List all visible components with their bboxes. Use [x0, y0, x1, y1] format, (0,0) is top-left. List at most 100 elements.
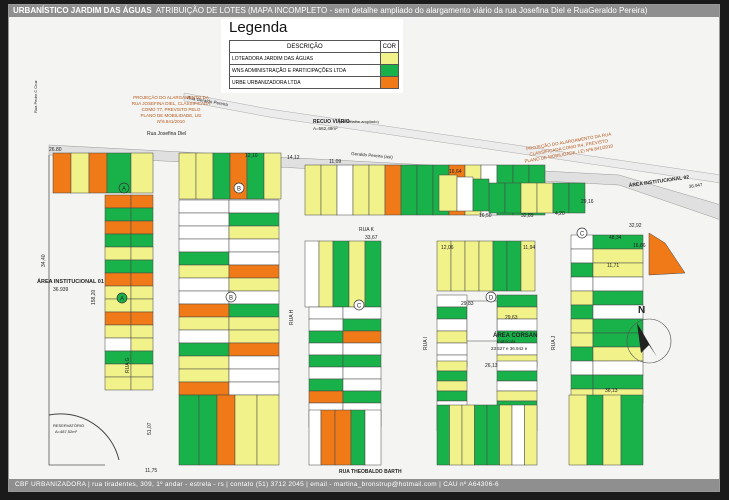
lot-parcel	[352, 164, 370, 216]
lot-parcel	[342, 390, 382, 404]
lot-parcel	[178, 251, 230, 266]
lot-parcel	[228, 329, 280, 344]
lot-parcel	[178, 381, 230, 396]
lot-parcel	[104, 246, 132, 261]
lot-parcel	[130, 220, 154, 235]
lot-parcel	[342, 318, 382, 332]
lot-parcel	[130, 285, 154, 300]
dimension-d21: 32,92	[629, 223, 642, 229]
lot-parcel	[318, 240, 334, 308]
street-rua-theobaldo: RUA THEOBALDO BARTH	[339, 469, 402, 475]
lot-parcel	[178, 394, 200, 466]
block-marker-c	[353, 299, 365, 311]
lot-parcel	[332, 240, 350, 308]
lot-parcel	[492, 240, 508, 292]
legend-swatch-orange	[379, 76, 400, 89]
lot-parcel	[436, 370, 468, 382]
dimension-d5: 16,64	[449, 169, 462, 175]
lot-parcel	[178, 225, 230, 240]
lot-parcel	[586, 394, 604, 466]
lot-parcel	[228, 238, 280, 253]
lot-parcel	[620, 394, 644, 466]
legend-item-label: LOTEADORA JARDIM DAS ÁGUAS	[229, 52, 381, 65]
lot-parcel	[342, 342, 382, 356]
lot-parcel	[472, 178, 490, 212]
legend-table: DESCRIÇÃO COR LOTEADORA JARDIM DAS ÁGUAS …	[229, 40, 400, 89]
lot-parcel	[568, 394, 588, 466]
lot-parcel	[234, 394, 258, 466]
lot-parcel	[592, 290, 644, 306]
lot-parcel	[178, 238, 230, 253]
reservoir-arc	[48, 413, 120, 461]
lot-parcel	[308, 342, 344, 356]
lot-parcel	[130, 233, 154, 248]
lot-parcel	[436, 318, 468, 332]
lot-parcel	[350, 409, 366, 466]
block-label-a: A	[120, 296, 124, 302]
area-institutional-02-val: 36.947	[688, 182, 703, 189]
street-rua-h: RUA H	[289, 309, 295, 325]
block-marker-b	[225, 291, 237, 303]
lot-parcel	[212, 152, 231, 200]
lot-parcel	[536, 182, 554, 214]
lot-parcel	[570, 360, 594, 376]
lot-parcel	[520, 240, 536, 292]
lot-parcel	[464, 240, 480, 292]
lot-parcel	[342, 378, 382, 392]
street-rua-g: RUA G	[125, 357, 131, 373]
lot-parcel	[436, 342, 468, 356]
lot-parcel	[228, 199, 280, 214]
block-label-b: B	[229, 295, 233, 301]
lot-parcel	[228, 277, 280, 292]
lot-parcel	[496, 360, 538, 372]
compass-arrow	[637, 323, 657, 357]
dimension-d23: 29,83	[461, 301, 474, 307]
lot-parcel	[104, 337, 132, 352]
lot-parcel	[104, 376, 132, 391]
dimension-d3: 14,12	[287, 155, 300, 161]
lot-parcel	[308, 306, 344, 320]
lot-parcel	[308, 318, 344, 332]
dimension-d22: 11,71	[607, 263, 619, 269]
area-corsan: ÁREA CORSAN	[493, 332, 537, 339]
lot-parcel	[524, 404, 538, 466]
dimension-d16: 158,20	[91, 289, 97, 305]
lot-parcel	[178, 368, 230, 383]
header-title: URBANÍSTICO JARDIM DAS ÁGUAS	[13, 6, 152, 15]
lot-parcel	[178, 303, 230, 318]
lot-parcel	[308, 366, 344, 380]
lot-parcel	[130, 194, 154, 209]
dimension-d2: 12,10	[245, 153, 258, 159]
lot-parcel	[592, 360, 644, 376]
lot-parcel	[52, 152, 72, 194]
street-rua-k: RUA K	[359, 227, 375, 233]
lot-parcel	[506, 240, 522, 292]
lot-parcel	[570, 332, 594, 348]
lot-parcel	[449, 404, 463, 466]
lot-parcel	[478, 240, 494, 292]
projection-note-left: Nº6.841/2010	[157, 119, 185, 124]
legend-col-color: COR	[379, 40, 400, 53]
lot-parcel	[130, 259, 154, 274]
map-sheet: URBANÍSTICO JARDIM DAS ÁGUAS ATRIBUIÇÃO …	[8, 4, 720, 492]
lot-parcel	[104, 259, 132, 274]
lot-parcel	[70, 152, 90, 194]
street-rua-i: RUA I	[423, 337, 429, 350]
lot-parcel	[348, 240, 366, 308]
dimension-d9: 48,34	[609, 235, 622, 241]
lot-parcel	[130, 337, 154, 352]
lot-parcel	[228, 264, 280, 279]
lot-parcel	[104, 272, 132, 287]
lot-parcel	[342, 354, 382, 368]
lot-parcel	[416, 164, 434, 216]
lot-parcel	[304, 164, 322, 216]
lot-parcel	[436, 380, 468, 392]
lot-parcel	[228, 225, 280, 240]
dimension-d20: 4,20	[555, 211, 565, 217]
lot-parcel	[178, 264, 230, 279]
area-reservoir-size: A=487,52m²	[55, 429, 78, 434]
dimension-d12: 11,94	[523, 245, 535, 251]
lot-parcel	[104, 220, 132, 235]
lot-parcel	[496, 380, 538, 392]
lot-parcel	[570, 346, 594, 362]
